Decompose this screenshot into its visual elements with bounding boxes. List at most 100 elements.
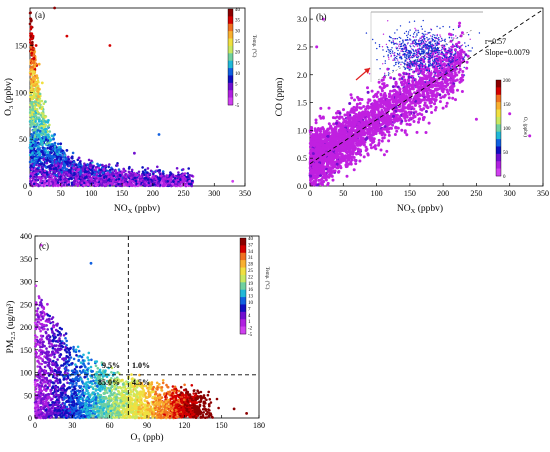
panel-a-point <box>84 173 87 176</box>
panel-a-point <box>177 171 180 174</box>
panel-b-point <box>420 113 423 116</box>
panel-b-point <box>364 108 367 111</box>
panel-a-point <box>131 169 134 172</box>
panel-a-point <box>38 120 41 123</box>
panel-b-point <box>378 142 381 145</box>
panel-b-point <box>337 171 340 174</box>
panel-a-point <box>130 177 133 180</box>
panel-b-point <box>364 110 367 113</box>
panel-b-point <box>403 79 406 82</box>
panel-b-point <box>458 71 461 74</box>
panel-a-point <box>94 182 97 185</box>
panel-a-point <box>175 185 178 188</box>
panel-a-point <box>117 175 120 178</box>
panel-a-point <box>101 184 104 187</box>
colorbar-segment <box>228 90 233 98</box>
panel-a-point <box>56 158 59 161</box>
panel-a-point <box>76 182 79 185</box>
panel-a-point <box>107 182 110 185</box>
panel-b-point <box>326 128 329 131</box>
panel-a-point <box>125 182 128 185</box>
panel-a-point <box>37 170 40 173</box>
panel-a-point <box>86 163 89 166</box>
panel-b-point <box>378 81 381 84</box>
panel-b-point <box>385 150 388 153</box>
panel-a-point <box>33 54 36 57</box>
panel-a-point <box>40 141 43 144</box>
panel-a-point <box>30 125 33 128</box>
panel-a-point <box>88 159 91 162</box>
panel-a-point <box>95 168 98 171</box>
panel-a-point <box>162 172 165 175</box>
panel-b-point <box>431 97 434 100</box>
panel-a-point <box>172 180 175 183</box>
panel-a-point <box>45 136 48 139</box>
panel-a-point <box>75 175 78 178</box>
panel-a-point <box>37 95 40 98</box>
panel-b-point <box>411 80 414 83</box>
colorbar-tick-label: 25 <box>235 40 241 45</box>
panel-b-point <box>348 150 351 153</box>
panel-a-point <box>53 7 56 10</box>
panel-b-point <box>367 154 370 157</box>
panel-a-point <box>43 185 46 188</box>
panel-a-point <box>52 148 55 151</box>
colorbar-segment <box>228 24 233 32</box>
panel-a-point <box>36 90 39 93</box>
panel-a-point <box>93 179 96 182</box>
panel-a-point <box>90 160 93 163</box>
panel-a-point <box>134 173 137 176</box>
panel-a-point <box>49 130 52 133</box>
panel-a-point <box>31 109 34 112</box>
panel-b-point <box>415 67 418 70</box>
panel-a-point <box>130 174 133 177</box>
panel-b-point <box>419 108 422 111</box>
panel-a-point <box>156 166 159 169</box>
panel-a-point <box>45 131 48 134</box>
panel-b-point <box>429 102 432 105</box>
panel-a-point <box>31 41 34 44</box>
colorbar-segment <box>228 31 233 39</box>
panel-a-point <box>104 165 107 168</box>
panel-a-point <box>46 182 49 185</box>
panel-a-point <box>40 108 43 111</box>
panel-a-point <box>174 177 177 180</box>
panel-a-point <box>66 149 69 152</box>
panel-b-point <box>387 128 390 131</box>
panel-a-point <box>33 78 36 81</box>
panel-b-point <box>342 118 345 121</box>
panel-b-point <box>317 179 320 182</box>
panel-a-point <box>30 172 33 175</box>
panel-a-point <box>46 147 49 150</box>
panel-a-point <box>49 154 52 157</box>
panel-a-point <box>32 159 35 162</box>
panel-a-point <box>46 142 49 145</box>
panel-a-point <box>181 177 184 180</box>
panel-a-point <box>30 81 33 84</box>
panel-a-point <box>41 156 44 159</box>
panel-b-point <box>441 87 444 90</box>
panel-a-point <box>122 180 125 183</box>
panel-a-point <box>40 163 43 166</box>
panel-b-point <box>363 155 366 158</box>
panel-a-point <box>41 112 44 115</box>
panel-a-point <box>37 129 40 132</box>
panel-b-point <box>445 105 448 108</box>
panel-a-point <box>138 171 141 174</box>
panel-a-point <box>99 175 102 178</box>
panel-a-point <box>134 177 137 180</box>
panel-a-point <box>100 180 103 183</box>
panel-a-point <box>54 145 57 148</box>
panel-b-point <box>392 100 395 103</box>
panel-b-point <box>414 110 417 113</box>
panel-a-point <box>46 159 49 162</box>
panel-a-point <box>35 156 38 159</box>
panel-a-point <box>57 143 60 146</box>
panel-a-point <box>43 163 46 166</box>
panel-a-point <box>49 139 52 142</box>
panel-a-point <box>184 172 187 175</box>
panel-b-point <box>461 90 464 93</box>
panel-b-point <box>397 86 400 89</box>
panel-b-point <box>395 130 398 133</box>
